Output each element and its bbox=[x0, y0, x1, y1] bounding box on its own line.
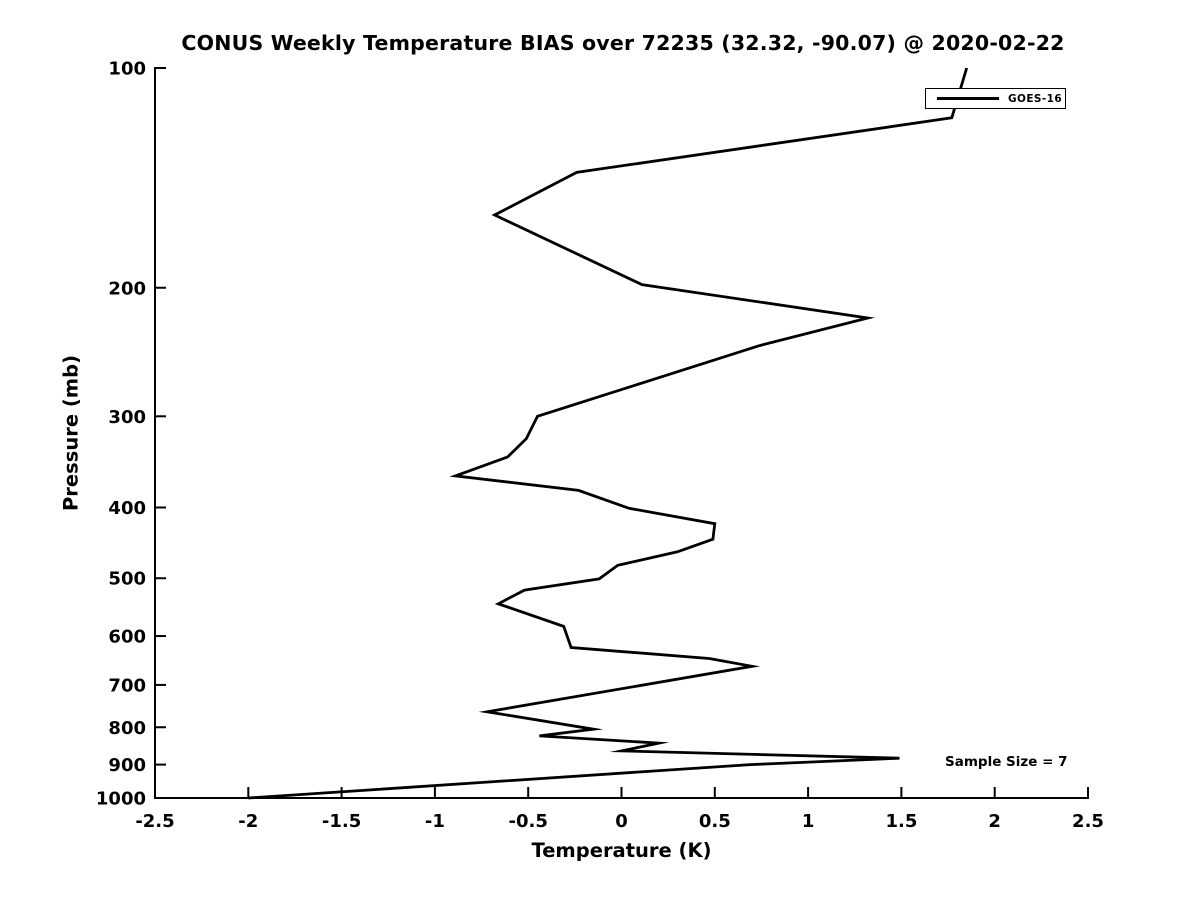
x-axis-label: Temperature (K) bbox=[531, 839, 712, 862]
y-tick-label: 200 bbox=[108, 278, 146, 299]
y-tick-label: 500 bbox=[108, 569, 146, 590]
x-tick-label: -1 bbox=[425, 811, 445, 832]
x-tick-label: 0 bbox=[615, 811, 628, 832]
x-tick-label: -2.5 bbox=[135, 811, 174, 832]
y-tick-label: 700 bbox=[108, 675, 146, 696]
legend-label: GOES-16 bbox=[1008, 92, 1063, 105]
x-tick-label: -0.5 bbox=[509, 811, 548, 832]
x-tick-label: 1.5 bbox=[885, 811, 917, 832]
chart-title: CONUS Weekly Temperature BIAS over 72235… bbox=[181, 31, 1065, 55]
x-tick-label: 1 bbox=[802, 811, 815, 832]
y-tick-label: 300 bbox=[108, 407, 146, 428]
y-tick-label: 800 bbox=[108, 718, 146, 739]
x-tick-label: -1.5 bbox=[322, 811, 361, 832]
y-tick-label: 900 bbox=[108, 755, 146, 776]
bias-profile-line bbox=[248, 67, 969, 800]
x-tick-label: 2 bbox=[988, 811, 1001, 832]
y-tick-label: 100 bbox=[108, 59, 146, 80]
x-tick-label: 0.5 bbox=[699, 811, 731, 832]
y-tick-label: 600 bbox=[108, 627, 146, 648]
y-tick-label: 1000 bbox=[96, 789, 146, 810]
y-tick-label: 400 bbox=[108, 498, 146, 519]
legend: GOES-16 bbox=[925, 88, 1066, 109]
legend-line-sample-icon bbox=[937, 97, 999, 100]
sample-size-annotation: Sample Size = 7 bbox=[945, 754, 1068, 770]
x-tick-label: -2 bbox=[238, 811, 258, 832]
x-tick-label: 2.5 bbox=[1072, 811, 1104, 832]
